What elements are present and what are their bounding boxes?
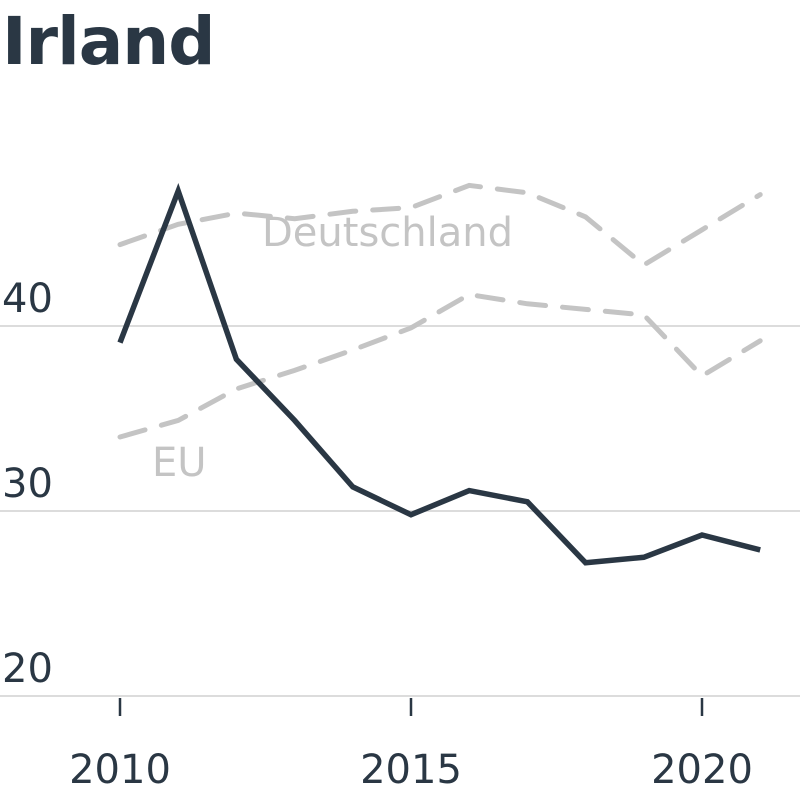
x-tick-label-2020: 2020 <box>651 747 753 793</box>
series-line-eu <box>117 291 763 440</box>
main-series <box>117 182 761 566</box>
x-tick-label-2010: 2010 <box>69 747 171 793</box>
reference-series <box>117 182 763 440</box>
y-tick-label-40: 40 <box>2 276 53 322</box>
series-line-deutschland <box>117 182 763 269</box>
y-tick-label-30: 30 <box>2 461 53 507</box>
series-line-irland <box>117 182 761 566</box>
series-label-deutschland: Deutschland <box>262 210 513 256</box>
y-tick-label-20: 20 <box>2 646 53 692</box>
series-labels: Deutschland EU <box>152 210 513 486</box>
y-axis-tick-labels: 20 30 40 <box>2 276 53 692</box>
x-tick-label-2015: 2015 <box>360 747 462 793</box>
chart-title: Irland <box>2 3 215 80</box>
x-axis-ticks: 2010 2015 2020 <box>69 698 753 793</box>
series-label-eu: EU <box>152 440 207 486</box>
